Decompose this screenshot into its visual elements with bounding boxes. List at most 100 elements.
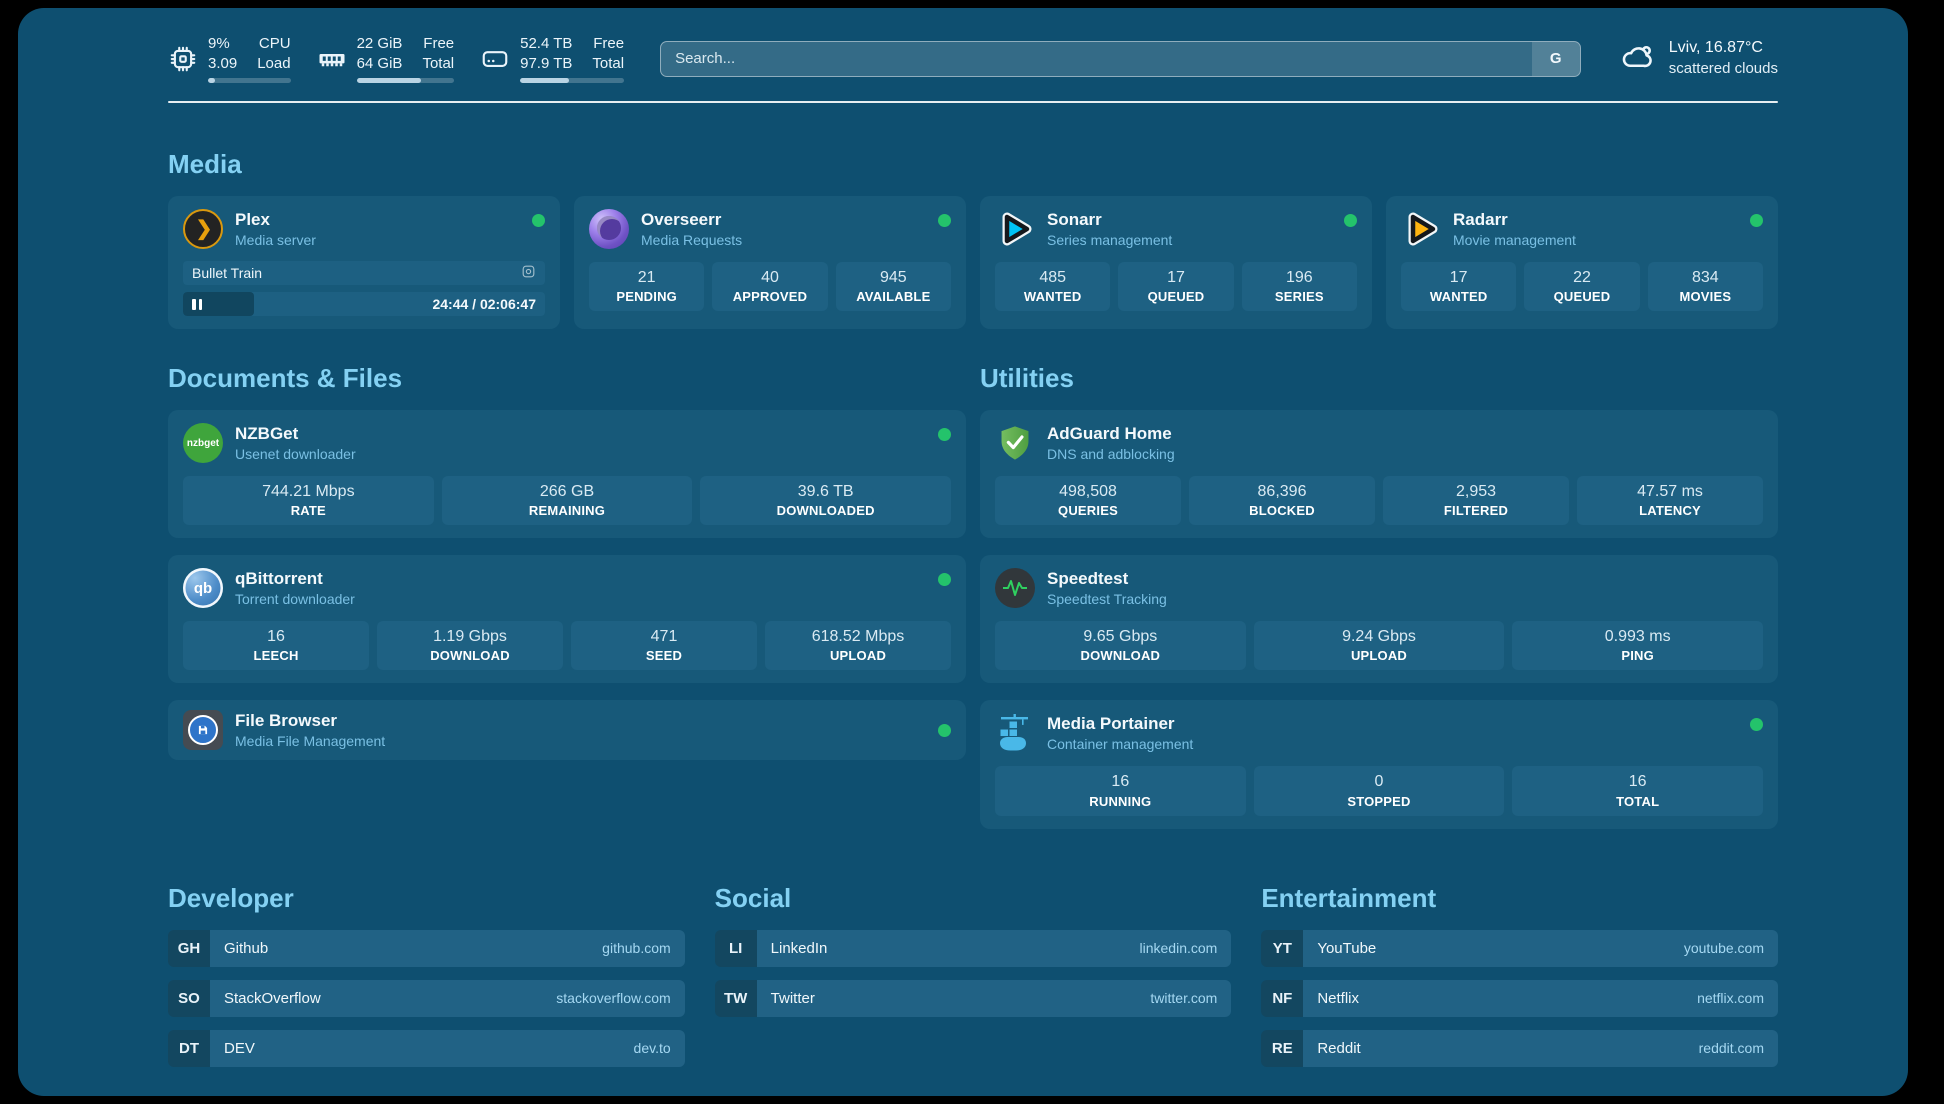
bookmark-name: Twitter: [770, 989, 815, 1007]
app-card-nzbget[interactable]: nzbget NZBGet Usenet downloader 744.21 M…: [168, 410, 966, 539]
section-title-documents: Documents & Files: [168, 363, 403, 393]
cpu-load: 3.09: [208, 54, 238, 72]
app-name: File Browser: [235, 711, 338, 731]
search-input[interactable]: [660, 40, 1581, 77]
app-subtitle: Media File Management: [235, 732, 386, 749]
stat-box: 17 WANTED: [1401, 262, 1517, 312]
status-dot: [1750, 214, 1763, 227]
nzbget-icon: nzbget: [183, 423, 223, 463]
stat-box: 16 TOTAL: [1512, 766, 1763, 816]
stat-box: 0.993 ms PING: [1512, 621, 1763, 671]
weather-condition: scattered clouds: [1668, 60, 1778, 78]
bookmark-tag: NF: [1261, 979, 1304, 1017]
app-card-speedtest[interactable]: Speedtest Speedtest Tracking 9.65 Gbps D…: [980, 555, 1778, 684]
bookmark-tag: LI: [714, 929, 757, 967]
stat-box: 266 GB REMAINING: [441, 476, 693, 526]
bookmark-url: netflix.com: [1697, 990, 1764, 1007]
app-card-plex[interactable]: ❯ Plex Media server Bullet Train: [168, 196, 560, 329]
speedtest-icon: [995, 568, 1035, 609]
stat-box: 86,396 BLOCKED: [1189, 476, 1375, 526]
app-card-qbittorrent[interactable]: qb qBittorrent Torrent downloader 16 LEE…: [168, 555, 966, 684]
disk-labels: Free Total: [592, 35, 625, 72]
stat-box: 1.19 Gbps DOWNLOAD: [377, 621, 563, 671]
section-title-entertainment: Entertainment: [1261, 882, 1437, 913]
weather-location-temp: Lviv, 16.87°C: [1668, 39, 1763, 57]
bookmark-url: linkedin.com: [1139, 940, 1218, 957]
stat-box: 498,508 QUERIES: [995, 476, 1181, 526]
bookmark-tag: SO: [168, 979, 210, 1017]
bookmark-name: Netflix: [1317, 989, 1360, 1007]
portainer-icon: [995, 713, 1035, 753]
search-bar: G: [660, 40, 1581, 77]
bookmark-github[interactable]: GH Github github.com: [168, 929, 685, 967]
app-name: Overseerr: [641, 210, 722, 230]
status-dot: [532, 214, 545, 227]
cpu-stat: 9% 3.09 CPU Load: [168, 34, 291, 83]
bookmark-url: reddit.com: [1698, 1040, 1764, 1057]
cpu-progress-bar: [208, 78, 291, 83]
bookmark-netflix[interactable]: NF Netflix netflix.com: [1261, 979, 1778, 1017]
bookmark-url: twitter.com: [1150, 990, 1218, 1007]
stat-box: 17 QUEUED: [1118, 262, 1234, 312]
stat-box: 834 MOVIES: [1647, 262, 1763, 312]
pause-icon[interactable]: [192, 298, 202, 310]
app-name: NZBGet: [235, 424, 299, 444]
overseerr-icon: [589, 209, 629, 249]
bookmark-tag: DT: [168, 1029, 210, 1067]
cpu-values: 9% 3.09: [208, 34, 237, 73]
bookmark-name: LinkedIn: [770, 939, 828, 957]
search-engine-button[interactable]: G: [1531, 41, 1580, 76]
section-title-utilities: Utilities: [980, 363, 1074, 393]
stat-box: 47.57 ms LATENCY: [1577, 476, 1763, 526]
bookmark-stackoverflow[interactable]: SO StackOverflow stackoverflow.com: [168, 979, 685, 1017]
bookmark-dev[interactable]: DT DEV dev.to: [168, 1029, 685, 1067]
playback-time: 24:44 / 02:06:47: [432, 296, 536, 312]
header-divider: [168, 101, 1778, 103]
cpu-usage: 9%: [208, 35, 230, 52]
app-name: Sonarr: [1047, 210, 1102, 230]
bookmark-youtube[interactable]: YT YouTube youtube.com: [1261, 929, 1778, 967]
bookmark-reddit[interactable]: RE Reddit reddit.com: [1261, 1029, 1778, 1067]
now-playing-row: Bullet Train: [183, 261, 545, 285]
radarr-icon: [1401, 209, 1441, 249]
qbittorrent-icon: qb: [183, 568, 223, 609]
status-dot: [938, 573, 951, 587]
bookmark-tag: YT: [1261, 929, 1304, 967]
stat-box: 0 STOPPED: [1253, 766, 1505, 816]
app-subtitle: Torrent downloader: [235, 590, 355, 607]
weather-widget[interactable]: Lviv, 16.87°C scattered clouds: [1617, 38, 1778, 79]
app-name: Speedtest: [1047, 569, 1129, 589]
stat-box: 22 QUEUED: [1524, 262, 1640, 312]
ram-progress-bar: [356, 78, 455, 83]
stat-box: 2,953 FILTERED: [1383, 476, 1569, 526]
app-name: AdGuard Home: [1047, 424, 1172, 444]
bookmark-name: Reddit: [1317, 1039, 1361, 1057]
app-subtitle: Movie management: [1453, 231, 1576, 248]
media-type-icon: [521, 264, 536, 282]
app-card-portainer[interactable]: Media Portainer Container management 16 …: [980, 700, 1778, 829]
bookmark-twitter[interactable]: TW Twitter twitter.com: [714, 979, 1232, 1017]
app-card-sonarr[interactable]: Sonarr Series management 485 WANTED 17 Q…: [980, 196, 1372, 329]
app-subtitle: Series management: [1047, 231, 1173, 248]
cpu-labels: CPU Load: [257, 35, 291, 72]
stat-box: 21 PENDING: [589, 262, 705, 312]
disk-free: 52.4 TB: [520, 35, 573, 52]
app-card-adguard[interactable]: AdGuard Home DNS and adblocking 498,508 …: [980, 410, 1778, 539]
bookmark-url: stackoverflow.com: [556, 990, 671, 1007]
app-card-filebrowser[interactable]: File Browser Media File Management: [168, 700, 966, 761]
ram-labels: Free Total: [422, 35, 455, 72]
bookmark-url: dev.to: [633, 1040, 671, 1057]
app-card-overseerr[interactable]: Overseerr Media Requests 21 PENDING 40 A…: [574, 196, 966, 329]
app-subtitle: Media Requests: [641, 231, 743, 248]
stat-box: 40 APPROVED: [712, 262, 828, 312]
stat-box: 16 RUNNING: [995, 766, 1246, 816]
stat-box: 945 AVAILABLE: [835, 262, 951, 312]
app-card-radarr[interactable]: Radarr Movie management 17 WANTED 22 QUE…: [1386, 196, 1778, 329]
disk-progress-bar: [520, 78, 625, 83]
app-name: Radarr: [1453, 210, 1508, 230]
bookmark-linkedin[interactable]: LI LinkedIn linkedin.com: [714, 929, 1232, 967]
app-subtitle: Usenet downloader: [235, 445, 356, 462]
cpu-icon: [168, 44, 198, 74]
stat-box: 39.6 TB DOWNLOADED: [700, 476, 951, 526]
stat-box: 471 SEED: [571, 621, 757, 671]
